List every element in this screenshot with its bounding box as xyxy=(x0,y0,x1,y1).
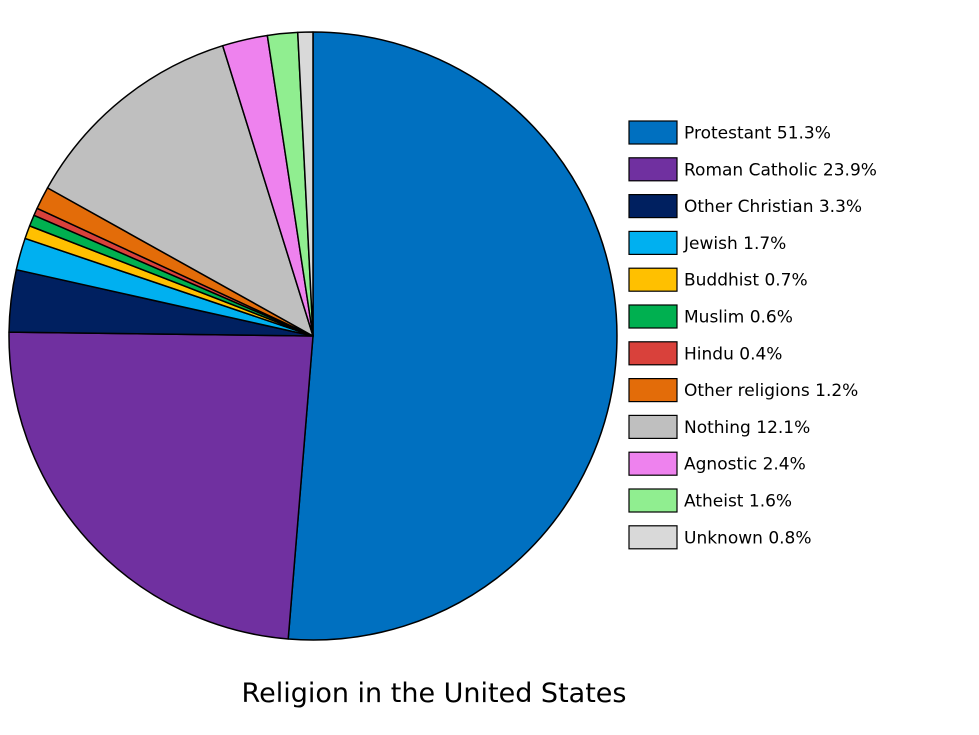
legend-swatch-roman-catholic xyxy=(628,157,678,182)
legend-swatch-agnostic xyxy=(628,451,678,476)
legend-item-nothing: Nothing 12.1% xyxy=(628,414,810,439)
legend-label-agnostic: Agnostic 2.4% xyxy=(684,455,806,475)
legend-item-hindu: Hindu 0.4% xyxy=(628,341,782,366)
legend-item-agnostic: Agnostic 2.4% xyxy=(628,451,806,476)
legend-item-roman-catholic: Roman Catholic 23.9% xyxy=(628,157,877,182)
legend-item-jewish: Jewish 1.7% xyxy=(628,230,786,255)
legend-label-muslim: Muslim 0.6% xyxy=(684,308,793,328)
pie-slice-protestant xyxy=(287,31,618,641)
legend: Protestant 51.3% Roman Catholic 23.9% Othe… xyxy=(628,120,877,550)
legend-swatch-other-religions xyxy=(628,378,678,403)
chart-title: Religion in the United States xyxy=(242,678,627,709)
legend-label-protestant: Protestant 51.3% xyxy=(684,124,831,144)
legend-label-jewish: Jewish 1.7% xyxy=(683,234,786,254)
legend-label-hindu: Hindu 0.4% xyxy=(684,344,782,364)
legend-label-other-christian: Other Christian 3.3% xyxy=(684,197,862,217)
legend-label-atheist: Atheist 1.6% xyxy=(684,492,792,512)
legend-swatch-muslim xyxy=(628,304,678,329)
legend-item-other-christian: Other Christian 3.3% xyxy=(628,194,862,219)
legend-label-roman-catholic: Roman Catholic 23.9% xyxy=(684,160,877,180)
legend-label-other-religions: Other religions 1.2% xyxy=(684,381,858,401)
legend-item-atheist: Atheist 1.6% xyxy=(628,488,792,513)
legend-item-protestant: Protestant 51.3% xyxy=(628,120,831,145)
legend-swatch-atheist xyxy=(628,488,678,513)
legend-swatch-other-christian xyxy=(628,194,678,219)
legend-swatch-nothing xyxy=(628,414,678,439)
pie-slice-roman-catholic xyxy=(8,331,314,640)
legend-label-buddhist: Buddhist 0.7% xyxy=(684,271,808,291)
legend-swatch-buddhist xyxy=(628,267,678,292)
legend-swatch-unknown xyxy=(628,525,678,550)
pie-slice-unknown xyxy=(296,31,314,337)
pie-slices xyxy=(8,31,618,641)
legend-item-unknown: Unknown 0.8% xyxy=(628,525,812,550)
pie-slice-nothing xyxy=(46,44,314,337)
legend-item-other-religions: Other religions 1.2% xyxy=(628,378,858,403)
legend-item-buddhist: Buddhist 0.7% xyxy=(628,267,808,292)
legend-label-unknown: Unknown 0.8% xyxy=(684,528,812,548)
legend-swatch-hindu xyxy=(628,341,678,366)
legend-swatch-jewish xyxy=(628,230,678,255)
legend-label-nothing: Nothing 12.1% xyxy=(684,418,810,438)
legend-swatch-protestant xyxy=(628,120,678,145)
legend-item-muslim: Muslim 0.6% xyxy=(628,304,793,329)
